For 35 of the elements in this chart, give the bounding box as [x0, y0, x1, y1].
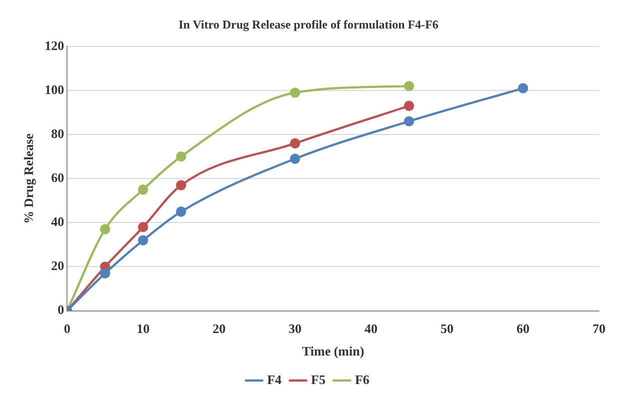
x-axis-title: Time (min) — [302, 344, 364, 359]
point — [404, 100, 414, 111]
point — [138, 235, 148, 246]
point — [290, 154, 300, 164]
point — [290, 138, 300, 148]
legend-label: F5 — [311, 372, 326, 387]
x-tick-label: 60 — [516, 320, 530, 336]
point — [138, 222, 148, 232]
point — [518, 83, 528, 94]
legend-label: F4 — [267, 372, 282, 387]
point — [290, 88, 300, 98]
point — [176, 151, 186, 162]
point — [404, 116, 414, 126]
y-tick-label: 120 — [44, 38, 64, 53]
x-tick-label: 30 — [288, 320, 302, 336]
y-tick-label: 40 — [51, 214, 64, 230]
chart-title: In Vitro Drug Release profile of formulation F4-F6 — [178, 17, 438, 32]
y-tick-label: 100 — [44, 82, 64, 97]
point — [100, 224, 110, 234]
point — [404, 80, 414, 92]
point — [176, 206, 186, 217]
y-tick-label: 0 — [58, 302, 64, 318]
y-tick-label: 80 — [51, 126, 64, 141]
y-tick-label: 60 — [51, 170, 64, 185]
point — [176, 180, 186, 190]
y-axis-title: % Drug Release — [21, 133, 36, 224]
point — [138, 184, 148, 195]
x-tick-label: 50 — [440, 320, 454, 336]
y-tick-label: 20 — [51, 258, 64, 274]
x-tick-label: 40 — [364, 320, 378, 336]
point — [100, 268, 110, 278]
x-tick-label: 10 — [136, 320, 150, 336]
x-tick-label: 20 — [212, 320, 226, 336]
legend-label: F6 — [354, 372, 370, 387]
x-tick-label: 70 — [592, 320, 606, 336]
